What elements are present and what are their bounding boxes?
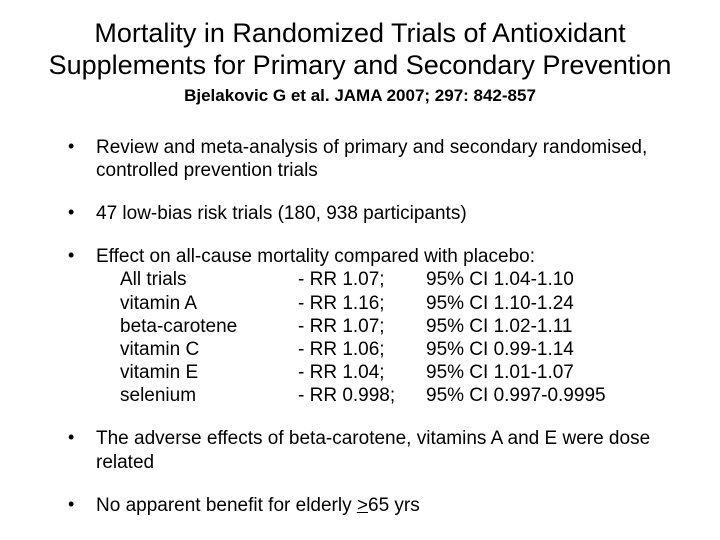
rr-label: selenium [120, 384, 290, 407]
rr-ci: 95% CI 0.99-1.14 [426, 338, 626, 361]
title-line-1: Mortality in Randomized Trials of Antiox… [94, 18, 625, 48]
rr-ci: 95% CI 1.01-1.07 [426, 361, 626, 384]
bullet1-line2: controlled prevention trials [96, 160, 318, 181]
bullet2-text: 47 low-bias risk trials (180, 938 partic… [96, 203, 467, 224]
rr-ci: 95% CI 1.04-1.10 [426, 268, 626, 291]
bullet5-post: 65 yrs [368, 495, 420, 516]
bullet-item-4: The adverse effects of beta-carotene, vi… [68, 427, 690, 473]
bullet-item-5: No apparent benefit for elderly >65 yrs [68, 494, 690, 517]
bullet-item-3: Effect on all-cause mortality compared w… [68, 245, 690, 407]
bullet-list: Review and meta-analysis of primary and … [68, 136, 690, 517]
bullet-item-1: Review and meta-analysis of primary and … [68, 136, 690, 182]
rr-value: - RR 1.07; [298, 268, 418, 291]
rr-value: - RR 0.998; [298, 384, 418, 407]
citation-line: Bjelakovic G et al. JAMA 2007; 297: 842-… [30, 86, 690, 106]
rr-value: - RR 1.07; [298, 315, 418, 338]
slide: Mortality in Randomized Trials of Antiox… [0, 0, 720, 540]
rr-value: - RR 1.16; [298, 292, 418, 315]
rr-value: - RR 1.06; [298, 338, 418, 361]
rr-value: - RR 1.04; [298, 361, 418, 384]
rr-ci: 95% CI 1.10-1.24 [426, 292, 626, 315]
rr-label: beta-carotene [120, 315, 290, 338]
bullet5-underline: > [357, 495, 368, 516]
rr-ci: 95% CI 1.02-1.11 [426, 315, 626, 338]
bullet5-pre: No apparent benefit for elderly [96, 495, 357, 516]
rr-ci: 95% CI 0.997-0.9995 [426, 384, 626, 407]
bullet-item-2: 47 low-bias risk trials (180, 938 partic… [68, 202, 690, 225]
bullet1-line1: Review and meta-analysis of primary and … [96, 137, 647, 158]
slide-title: Mortality in Randomized Trials of Antiox… [30, 18, 690, 82]
rr-label: vitamin A [120, 292, 290, 315]
rr-label: All trials [120, 268, 290, 291]
rr-table: All trials - RR 1.07; 95% CI 1.04-1.10 v… [120, 268, 690, 407]
title-line-2: Supplements for Primary and Secondary Pr… [49, 50, 672, 80]
bullet4-line1: The adverse effects of beta-carotene, vi… [96, 428, 650, 449]
bullet4-line2: related [96, 452, 154, 473]
bullet3-intro: Effect on all-cause mortality compared w… [96, 246, 535, 267]
rr-label: vitamin C [120, 338, 290, 361]
rr-label: vitamin E [120, 361, 290, 384]
